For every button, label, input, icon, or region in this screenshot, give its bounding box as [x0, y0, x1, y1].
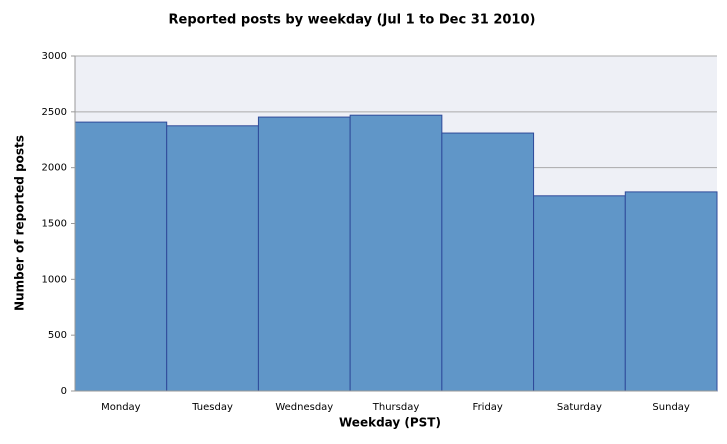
y-tick-label: 2000: [42, 163, 67, 174]
bar: [349, 114, 443, 392]
x-tick-label: Saturday: [557, 402, 602, 413]
y-axis-title: Number of reported posts: [13, 135, 27, 311]
y-tick-label: 1500: [42, 219, 67, 230]
x-axis-title: Weekday (PST): [339, 416, 441, 430]
y-tick-label: 2500: [42, 107, 67, 118]
x-tick-label: Wednesday: [275, 402, 333, 413]
y-tick-label: 1000: [42, 274, 67, 285]
chart-title: Reported posts by weekday (Jul 1 to Dec …: [169, 13, 536, 28]
bar: [441, 132, 535, 392]
y-tick-label: 3000: [42, 51, 67, 62]
bar: [166, 125, 259, 392]
x-tick-label: Sunday: [652, 402, 689, 413]
y-tick-label: 500: [48, 330, 67, 341]
bar: [257, 116, 351, 392]
bar: [533, 195, 626, 392]
y-tick-label: 0: [61, 386, 67, 397]
x-tick-label: Thursday: [372, 402, 420, 413]
x-tick-label: Tuesday: [191, 402, 233, 413]
x-tick-label: Monday: [101, 402, 141, 413]
bar: [74, 121, 168, 392]
bar: [624, 191, 718, 392]
x-tick-label: Friday: [473, 402, 503, 413]
